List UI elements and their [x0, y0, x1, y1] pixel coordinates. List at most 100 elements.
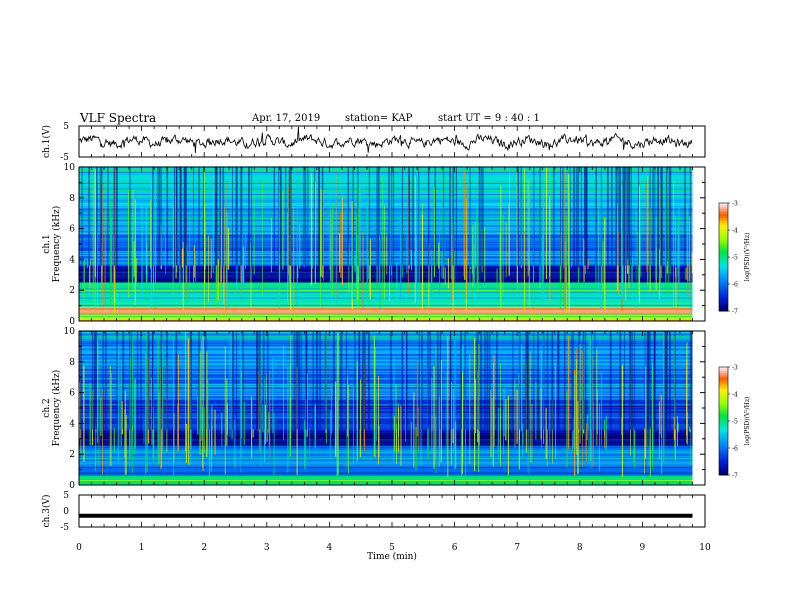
spectral-stripe [79, 316, 693, 317]
y-tick-label: 10 [64, 327, 76, 337]
colorbar-cell [719, 433, 728, 436]
spectral-stripe [79, 374, 693, 376]
colorbar-cell [719, 266, 728, 269]
colorbar-cell [719, 224, 728, 227]
spectral-stripe [79, 299, 693, 301]
spectral-stripe [79, 476, 693, 478]
colorbar-cell [719, 460, 728, 463]
no-data-area [692, 331, 705, 485]
colorbar-cell [719, 275, 728, 278]
colorbar-cell [719, 273, 728, 276]
spectral-stripe [79, 356, 693, 358]
y-tick-label: 5 [63, 122, 69, 132]
colorbar-cell [719, 298, 728, 301]
colorbar-cell [719, 417, 728, 420]
colorbar-tick-label: -4 [732, 392, 738, 399]
colorbar-cell [719, 372, 728, 375]
spectral-stripe [79, 317, 693, 319]
colorbar-cell [719, 264, 728, 267]
colorbar-cell [719, 303, 728, 307]
start-time-label: start UT = 9 : 40 : 1 [438, 113, 540, 124]
spectral-stripe [79, 255, 693, 257]
spectral-stripe [79, 467, 693, 469]
spectral-stripe [79, 231, 693, 232]
colorbar-cell [719, 440, 728, 444]
spectral-stripe [79, 170, 693, 172]
colorbar-cell [719, 258, 728, 262]
ch1-waveform-ylabel: ch.1(V) [41, 125, 52, 158]
colorbar-cell [719, 412, 728, 415]
spectral-stripe [79, 244, 693, 245]
colorbar-cell [719, 246, 728, 249]
station-label: station= KAP [345, 113, 413, 124]
spectral-stripe [79, 275, 693, 277]
colorbar-cell [719, 428, 728, 431]
spectral-stripe [79, 269, 693, 271]
spectral-stripe [79, 242, 693, 244]
spectral-stripe [79, 372, 693, 374]
spectral-stripe [79, 168, 693, 170]
colorbar-cell [719, 293, 728, 296]
spectral-stripe [79, 240, 693, 242]
ch2-ylabel: Frequency (kHz) [51, 370, 62, 447]
colorbar-cell [719, 203, 728, 206]
colorbar-cell [719, 368, 728, 372]
spectral-band [79, 429, 693, 445]
colorbar-cell [719, 469, 728, 472]
ch3-waveform-ylabel: ch.3(V) [41, 495, 52, 528]
colorbar-cell [719, 213, 728, 217]
colorbar-cell [719, 244, 728, 247]
spectral-stripe [79, 304, 693, 306]
spectral-stripe [79, 408, 693, 409]
spectral-stripe [79, 177, 693, 179]
colorbar-cell [719, 307, 728, 310]
spectral-stripe [79, 262, 693, 264]
spectral-stripe [79, 459, 693, 461]
spectral-stripe [79, 236, 693, 238]
spectral-stripe [79, 481, 693, 483]
spectral-stripe [79, 247, 693, 249]
x-tick-label: 10 [699, 543, 711, 553]
colorbar-cell [719, 401, 728, 404]
spectral-stripe [79, 369, 693, 371]
colorbar-cell [719, 285, 728, 289]
colorbar-cell [719, 448, 728, 451]
colorbar-tick-label: -5 [732, 255, 738, 262]
spectral-stripe [79, 229, 693, 231]
colorbar-cell [719, 269, 728, 272]
spectral-stripe [79, 452, 693, 454]
colorbar-cell [719, 222, 728, 226]
spectral-stripe [79, 258, 693, 260]
colorbar-cell [719, 226, 728, 229]
spectral-stripe [79, 422, 693, 424]
colorbar-cell [719, 419, 728, 422]
spectral-stripe [79, 454, 693, 456]
spectral-stripe [79, 387, 693, 389]
colorbar-cell [719, 424, 728, 427]
y-tick-label: 0 [69, 481, 75, 491]
x-tick-label: 5 [389, 543, 395, 553]
colorbar-cell [719, 276, 728, 280]
y-tick-label: 4 [69, 419, 75, 429]
spectral-stripe [79, 245, 693, 247]
y-tick-label: 2 [69, 450, 75, 460]
colorbar-cell [719, 217, 728, 220]
colorbar-cell [719, 415, 728, 418]
spectral-stripe [79, 205, 693, 207]
spectral-stripe [79, 463, 693, 465]
colorbar-cell [719, 455, 728, 458]
spectral-stripe [79, 348, 693, 350]
spectral-stripe [79, 398, 693, 400]
colorbar-cell [719, 370, 728, 373]
colorbar-cell [719, 221, 728, 224]
spectral-stripe [79, 420, 693, 422]
spectral-stripe [79, 273, 693, 275]
colorbar-cell [719, 381, 728, 384]
colorbar-cell [719, 242, 728, 245]
spectral-stripe [79, 406, 693, 408]
spectral-stripe [79, 417, 693, 419]
x-tick-label: 9 [640, 543, 646, 553]
spectral-stripe [79, 400, 693, 402]
spectral-stripe [79, 290, 693, 292]
colorbar-cell [719, 383, 728, 386]
